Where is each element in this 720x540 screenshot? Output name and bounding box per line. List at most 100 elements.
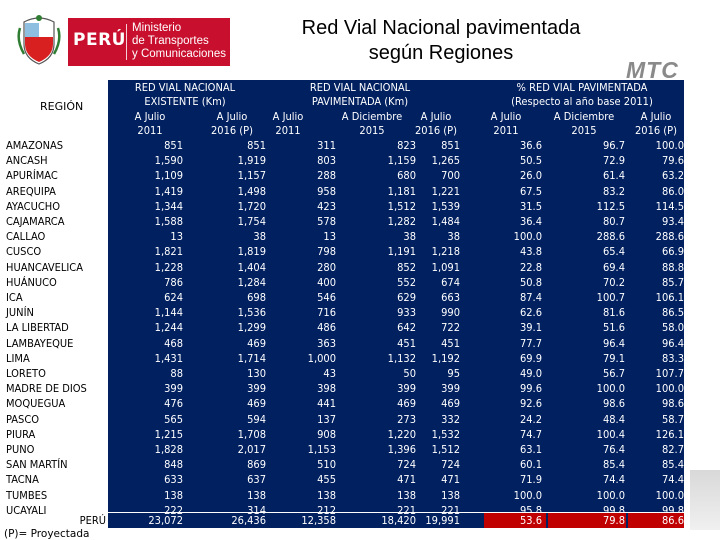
column-header-period: A Julio xyxy=(272,110,304,123)
table-cell: 99.6 xyxy=(519,382,542,396)
table-cell: 1,153 xyxy=(307,443,336,456)
table-cell: 86.0 xyxy=(661,184,684,198)
table-cell: 288.6 xyxy=(596,230,625,244)
region-name: PIURA xyxy=(6,427,36,441)
region-name: MOQUEGUA xyxy=(6,397,66,411)
table-cell: 83.2 xyxy=(602,184,625,198)
table-cell: 1,512 xyxy=(387,199,416,213)
table-cell: 1,590 xyxy=(154,154,183,168)
table-cell: 65.4 xyxy=(602,245,625,259)
column-header-period: A Julio xyxy=(134,110,166,123)
table-cell: 58.7 xyxy=(661,412,684,426)
table-cell: 138 xyxy=(397,488,416,502)
table-cell: 469 xyxy=(397,397,416,411)
table-cell: 95 xyxy=(447,367,460,380)
table-cell: 1,218 xyxy=(431,245,460,259)
footnote: (P)= Proyectada xyxy=(4,528,90,540)
country-name: PERÚ xyxy=(73,30,126,50)
table-cell: 100.0 xyxy=(655,488,684,502)
table-cell: 81.6 xyxy=(602,306,625,320)
table-cell: 1,532 xyxy=(431,427,460,441)
table-cell: 724 xyxy=(441,458,460,472)
table-cell: 637 xyxy=(247,473,266,487)
table-cell: 1,299 xyxy=(237,321,266,335)
column-header-period: A Julio xyxy=(216,110,248,123)
table-cell: 786 xyxy=(164,275,183,289)
table-cell: 76.4 xyxy=(602,443,625,456)
table-cell: 1,282 xyxy=(387,215,416,228)
table-cell: 1,498 xyxy=(237,184,266,198)
table-cell: 82.7 xyxy=(661,443,684,456)
table-cell: 130 xyxy=(247,367,266,380)
table-cell: 1,215 xyxy=(154,427,183,441)
table-cell: 114.5 xyxy=(655,199,684,213)
table-cell: 96.7 xyxy=(602,139,625,152)
table-cell: 1,819 xyxy=(237,245,266,259)
region-name: CAJAMARCA xyxy=(6,215,65,228)
table-cell: 138 xyxy=(441,488,460,502)
table-cell: 363 xyxy=(317,336,336,350)
table-cell: 100.0 xyxy=(513,230,542,244)
table-cell: 908 xyxy=(317,427,336,441)
table-cell: 212 xyxy=(317,503,336,517)
title-line-1: Red Vial Nacional pavimentada xyxy=(301,17,581,39)
table-cell: 1,244 xyxy=(154,321,183,335)
region-name: SAN MARTÍN xyxy=(6,458,68,472)
column-header-period: A Julio xyxy=(420,110,452,123)
table-cell: 1,720 xyxy=(237,199,266,213)
table-cell: 222 xyxy=(164,503,183,517)
table-cell: 469 xyxy=(247,397,266,411)
table-cell: 138 xyxy=(317,488,336,502)
table-cell: 56.7 xyxy=(602,367,625,380)
table-cell: 1,265 xyxy=(431,154,460,168)
table-cell: 1,539 xyxy=(431,199,460,213)
total-cell: 86.6 xyxy=(661,514,684,527)
region-name: LAMBAYEQUE xyxy=(6,336,74,350)
region-name: JUNÍN xyxy=(6,306,34,320)
region-name: LA LIBERTAD xyxy=(6,321,69,335)
table-cell: 92.6 xyxy=(519,397,542,411)
table-cell: 88.8 xyxy=(661,260,684,274)
table-cell: 722 xyxy=(441,321,460,335)
table-cell: 79.6 xyxy=(661,154,684,168)
group-header-line1: % RED VIAL PAVIMENTADA xyxy=(516,81,648,94)
table-cell: 36.4 xyxy=(519,215,542,228)
table-cell: 79.1 xyxy=(602,351,625,365)
table-cell: 74.7 xyxy=(519,427,542,441)
table-cell: 107.7 xyxy=(655,367,684,380)
table-cell: 1,431 xyxy=(154,351,183,365)
region-name: ICA xyxy=(6,291,23,304)
table-cell: 1,344 xyxy=(154,199,183,213)
region-name: LORETO xyxy=(6,367,46,380)
table-cell: 138 xyxy=(247,488,266,502)
column-header-period: A Julio xyxy=(640,110,672,123)
table-cell: 990 xyxy=(441,306,460,320)
table-cell: 1,109 xyxy=(154,169,183,183)
table-cell: 13 xyxy=(323,230,336,244)
region-name: AMAZONAS xyxy=(6,139,64,152)
table-cell: 98.6 xyxy=(602,397,625,411)
table-cell: 469 xyxy=(441,397,460,411)
table-cell: 724 xyxy=(397,458,416,472)
table-cell: 1,821 xyxy=(154,245,183,259)
table-cell: 399 xyxy=(397,382,416,396)
coat-of-arms-icon xyxy=(16,14,62,66)
region-name: PUNO xyxy=(6,443,35,456)
table-cell: 455 xyxy=(317,473,336,487)
table-cell: 1,192 xyxy=(431,351,460,365)
table-cell: 26.0 xyxy=(519,169,542,183)
table-cell: 848 xyxy=(164,458,183,472)
table-cell: 565 xyxy=(164,412,183,426)
table-cell: 138 xyxy=(164,488,183,502)
table-background xyxy=(108,80,684,528)
table-cell: 332 xyxy=(441,412,460,426)
table-cell: 1,091 xyxy=(431,260,460,274)
table-cell: 288 xyxy=(317,169,336,183)
banner-divider xyxy=(126,24,127,60)
table-cell: 716 xyxy=(317,306,336,320)
table-cell: 96.4 xyxy=(661,336,684,350)
table-cell: 546 xyxy=(317,291,336,304)
table-cell: 88 xyxy=(170,367,183,380)
table-cell: 851 xyxy=(164,139,183,152)
